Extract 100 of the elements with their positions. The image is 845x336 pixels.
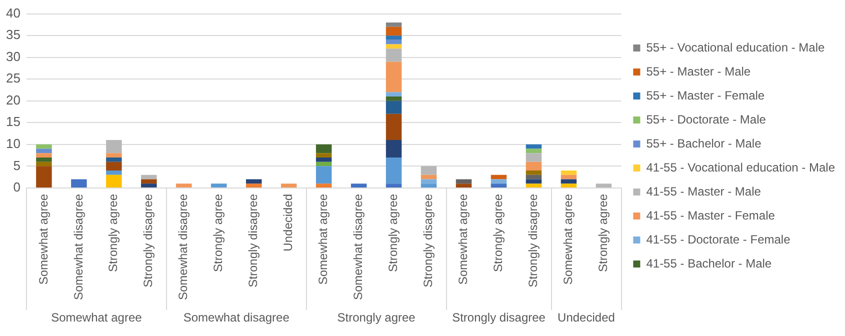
bar [420,166,437,175]
legend-label: 55+ - Master - Female [646,88,765,102]
bar [316,184,332,188]
bar [420,174,437,180]
legend-label: 55+ - Master - Male [646,64,751,78]
bar [106,157,122,162]
legend-label: 41-55 - Master - Male [646,184,762,198]
bar [316,162,332,166]
y-tick-label: 5 [13,158,20,173]
bar [386,96,402,101]
x-tick-label: Somewhat agree [36,194,50,285]
bar [490,174,507,180]
bar [526,179,542,184]
bar [526,153,542,162]
bar [560,184,577,188]
legend-label: 55+ - Vocational education - Male [646,40,825,54]
x-tick-label: Strongly disagree [141,194,156,288]
bar [560,174,577,180]
x-tick-label: Somewhat agree [316,194,330,285]
bar [36,157,52,162]
legend-label: 41-55 - Doctorate - Female [646,232,791,246]
x-tick-label: Undecided [281,194,296,252]
bar [560,179,577,184]
bar [71,179,87,188]
x-tick-label: Strongly agree [211,194,226,272]
bar [386,62,402,92]
bar [350,184,367,188]
text: Strongly disagree [452,310,546,324]
y-tick-label: 0 [13,180,20,195]
y-tick-label: 35 [6,27,20,42]
x-tick-label: Strongly agree [386,194,400,272]
x-tick-label: Strongly agree [596,194,610,272]
bar [386,114,402,140]
text: Somewhat disagree [183,310,290,324]
x-tick-label: Somewhat disagree [351,194,366,300]
y-tick-label: 10 [6,136,20,151]
text: Undecided [558,310,615,324]
bar [141,174,157,180]
bar [141,179,157,184]
bar [490,184,507,188]
bar [526,184,542,188]
bar [386,92,402,97]
x-tick-label: Somewhat agree [561,194,576,285]
text: Strongly agree [337,310,416,324]
bar [36,162,52,166]
y-tick-label: 15 [6,114,20,130]
bar [316,166,332,184]
bar [106,140,122,154]
bar [596,184,612,188]
y-tick-label: 25 [6,70,20,86]
bar [560,170,577,175]
bar [386,40,402,44]
bar [526,144,542,149]
y-tick-label: 40 [6,5,20,20]
bar [211,184,227,188]
bar [526,174,542,180]
legend-label: 55+ - Doctorate - Male [646,112,766,126]
x-tick-label: Somewhat disagree [176,194,190,300]
y-tick-label: 30 [6,48,20,64]
x-tick-label: Strongly agree [491,194,506,272]
bar [456,179,472,184]
bar [106,153,122,158]
legend-label: 55+ - Bachelor - Male [646,136,762,150]
bar [420,184,437,188]
bar [246,179,262,184]
bar [386,36,402,40]
bar [386,157,402,184]
bar [176,184,192,188]
bar [246,184,262,188]
x-tick-label: Somewhat agree [456,194,470,285]
bar [526,148,542,154]
legend-label: 41-55 - Bachelor - Male [646,256,772,270]
x-tick-label: Strongly disagree [246,194,260,288]
bar [280,184,297,188]
x-tick-label: Strongly disagree [526,194,540,288]
bar [36,148,52,154]
x-tick-label: Somewhat disagree [71,194,86,300]
bar [36,144,52,149]
bar [141,184,157,188]
bar [386,140,402,158]
bar [386,22,402,27]
x-tick-label: Strongly agree [106,194,120,272]
bar [316,153,332,158]
bar [316,144,332,154]
legend-label: 41-55 - Vocational education - Male [646,160,836,174]
bar [526,162,542,171]
bar [36,166,52,188]
bar [526,170,542,175]
bar [106,174,122,188]
bar [106,170,122,175]
x-tick-label: Strongly disagree [421,194,436,288]
bar [420,179,437,184]
legend-label: 41-55 - Master - Female [646,208,776,222]
bar [456,184,472,188]
bar [386,100,402,114]
bar [36,153,52,158]
bar [316,157,332,162]
bar [386,184,402,188]
bar [386,44,402,49]
y-tick-label: 20 [6,92,20,108]
